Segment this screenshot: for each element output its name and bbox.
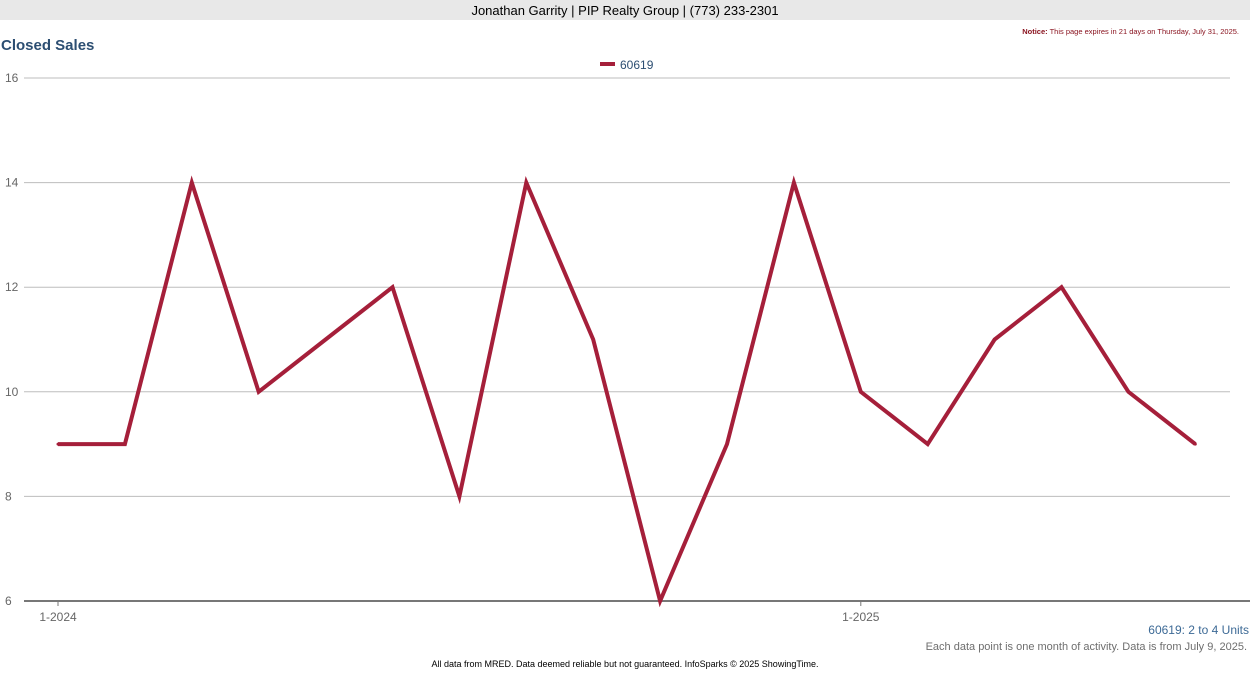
y-tick-label: 6 [5, 594, 12, 608]
y-tick-label: 10 [5, 385, 19, 399]
data-point [391, 285, 394, 289]
data-point [190, 181, 194, 185]
data-point [257, 390, 261, 394]
x-tick-label: 1-2025 [842, 610, 880, 624]
y-axis-ticks: 6 8 10 12 14 16 [5, 71, 19, 608]
footer-disclaimer: All data from MRED. Data deemed reliable… [431, 659, 819, 669]
data-point [457, 494, 461, 498]
data-point [524, 181, 528, 185]
y-tick-label: 8 [5, 489, 12, 503]
data-point [591, 338, 595, 341]
series-line [58, 175, 1197, 608]
data-point [1193, 442, 1197, 446]
data-point [792, 181, 796, 185]
data-point [56, 442, 60, 446]
data-point [1060, 285, 1063, 289]
chart-title: Closed Sales [1, 37, 95, 54]
data-point [859, 390, 863, 394]
legend-label: 60619 [620, 58, 654, 72]
data-note: Each data point is one month of activity… [925, 641, 1247, 653]
x-axis-ticks: 1-2024 1-2025 [39, 601, 880, 624]
y-tick-label: 12 [5, 280, 19, 294]
agent-header: Jonathan Garrity | PIP Realty Group | (7… [0, 0, 1250, 20]
notice-text: This page expires in 21 days on Thursday… [1049, 27, 1239, 36]
legend: 60619 [600, 58, 654, 72]
y-tick-label: 14 [5, 176, 19, 190]
data-point [725, 442, 729, 446]
data-point [926, 442, 930, 446]
data-point [324, 338, 328, 341]
y-tick-label: 16 [5, 71, 19, 85]
data-point [993, 338, 997, 341]
data-point [123, 442, 127, 446]
data-point [1126, 390, 1130, 394]
grid-lines [24, 77, 1230, 497]
closed-sales-chart: 6 8 10 12 14 16 1-2024 1-2025 60619 [5, 58, 1250, 624]
series-note: 60619: 2 to 4 Units [1148, 623, 1249, 637]
data-point [658, 599, 662, 603]
x-tick-label: 1-2024 [39, 610, 77, 624]
notice-label: Notice: [1022, 27, 1048, 36]
series-lines [56, 175, 1197, 608]
expiry-notice: Notice: This page expires in 21 days on … [1022, 27, 1239, 36]
